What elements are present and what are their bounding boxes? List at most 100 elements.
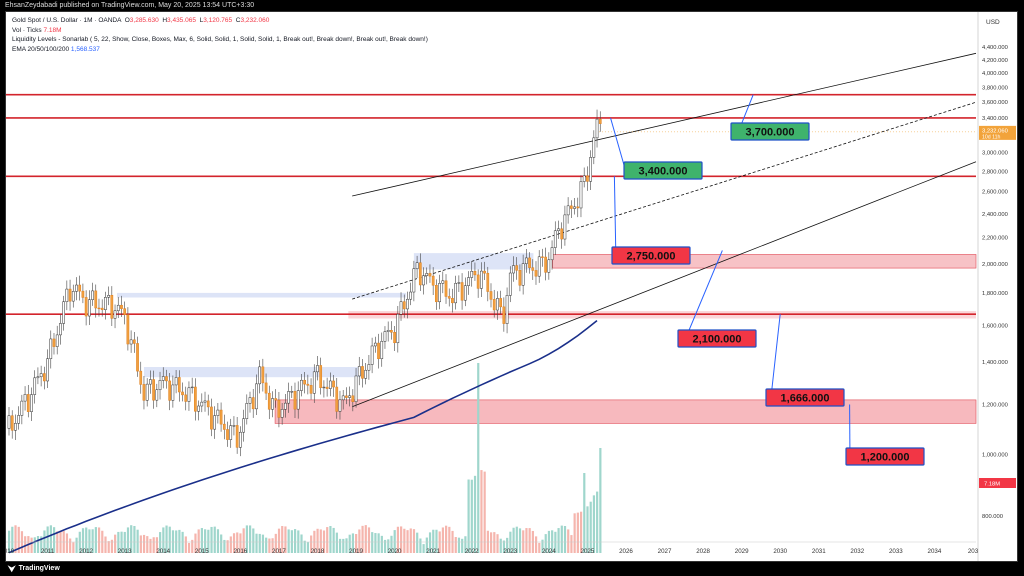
- volume-bar: [310, 535, 313, 553]
- candle: [242, 409, 245, 442]
- volume-bar: [351, 533, 355, 553]
- candle-body: [463, 285, 467, 301]
- volume-bar: [432, 529, 435, 553]
- candle: [569, 200, 573, 219]
- candle: [87, 290, 91, 326]
- callout-1200[interactable]: 1,200.000: [845, 404, 925, 466]
- current-price-tag[interactable]: [979, 125, 1016, 140]
- volume-bar: [422, 544, 425, 553]
- candle: [20, 394, 24, 425]
- legend-volume-row[interactable]: Vol · Ticks 7.18M: [12, 26, 62, 34]
- price-tick-label: 2,200.000: [982, 236, 1008, 242]
- volume-bar: [287, 529, 290, 553]
- volume-bar: [409, 528, 412, 553]
- volume-bar: [249, 525, 252, 553]
- callout-box: [845, 447, 925, 466]
- candle-body: [17, 415, 20, 424]
- candle: [290, 385, 294, 398]
- candle-body: [592, 137, 596, 158]
- candle-body: [480, 270, 483, 289]
- candle-body: [415, 262, 419, 269]
- candle-body: [222, 423, 226, 430]
- callout-label: 2,100.000: [693, 334, 742, 346]
- candle: [197, 400, 200, 421]
- candle-body: [598, 118, 602, 124]
- candle-body: [553, 230, 557, 248]
- volume-bar: [117, 531, 120, 553]
- candle: [579, 175, 583, 218]
- chart-pane[interactable]: Gold Spot / U.S. Dollar · 1M · OANDA O3,…: [5, 11, 1018, 562]
- price-tick-label: 2,600.000: [982, 190, 1008, 196]
- candle-body: [296, 390, 300, 410]
- channel-mid-line[interactable]: [352, 101, 977, 300]
- candle-body: [563, 214, 567, 240]
- time-tick-label: 2034: [928, 548, 942, 555]
- candle: [33, 370, 37, 404]
- time-tick-label: 2019: [349, 548, 363, 555]
- candle: [287, 382, 290, 413]
- candle: [300, 373, 303, 397]
- candle: [309, 378, 313, 400]
- time-tick-label: 2016: [233, 548, 247, 555]
- candle-body: [91, 290, 94, 300]
- candle-body: [171, 384, 175, 401]
- channel-upper-line[interactable]: [352, 52, 977, 197]
- candle: [489, 283, 493, 308]
- candle: [328, 372, 332, 397]
- callout-2100[interactable]: 2,100.000: [677, 250, 757, 348]
- callout-1666[interactable]: 1,666.000: [765, 314, 845, 407]
- tradingview-logo[interactable]: ⮟ TradingView: [8, 562, 60, 576]
- volume-bar: [428, 532, 432, 553]
- candle: [68, 279, 72, 311]
- legend-symbol-row[interactable]: Gold Spot / U.S. Dollar · 1M · OANDA O3,…: [12, 16, 428, 26]
- ema-200-line[interactable]: [8, 319, 598, 554]
- time-tick-label: 2017: [272, 548, 286, 555]
- candle: [271, 391, 274, 418]
- legend-ema-row[interactable]: EMA 20/50/100/200 1,568.537: [12, 45, 100, 53]
- current-price-label: 3,232.060: [982, 128, 1008, 134]
- symbol-title[interactable]: Gold Spot / U.S. Dollar · 1M · OANDA: [12, 17, 122, 24]
- liquidity-box-2050: [413, 253, 534, 270]
- callout-3700[interactable]: 3,700.000: [730, 94, 810, 141]
- publisher-line: EhsanZeydabadi published on TradingView.…: [0, 0, 1024, 11]
- ohlc-low: L3,120.765: [199, 17, 233, 24]
- candle-body: [100, 307, 104, 310]
- callout-2750[interactable]: 2,750.000: [611, 176, 691, 265]
- candle-body: [537, 256, 541, 277]
- candle: [454, 275, 458, 310]
- candle: [52, 333, 56, 355]
- candle: [534, 261, 538, 285]
- volume-bar: [493, 532, 496, 553]
- candle: [283, 393, 287, 418]
- price-chart[interactable]: 3,700.000 3,400.000 2,750.000 2,100.000 1,66…: [6, 12, 1017, 561]
- volume-bar: [300, 534, 303, 553]
- callout-label: 2,750.000: [627, 251, 676, 263]
- candle-body: [20, 400, 24, 416]
- candle: [39, 365, 43, 387]
- candle-body: [14, 423, 17, 431]
- candle-body: [312, 371, 316, 394]
- candle-body: [104, 297, 107, 310]
- candle-body: [566, 205, 570, 216]
- volume-bar: [268, 538, 271, 553]
- volume-tag[interactable]: [979, 478, 1016, 488]
- candle-body: [165, 376, 168, 382]
- volume-bar: [518, 528, 522, 553]
- volume-bar: [200, 528, 203, 553]
- price-axis[interactable]: [978, 12, 1017, 561]
- candle-body: [544, 256, 547, 273]
- volume-bar: [75, 537, 78, 553]
- channel-lower-line[interactable]: [352, 161, 977, 408]
- candle-body: [184, 394, 188, 402]
- legend-indicator-row[interactable]: Liquidity Levels - Sonarlab ( 5, 22, Sho…: [12, 36, 428, 43]
- candle: [120, 295, 123, 317]
- candle-body: [338, 399, 342, 412]
- candle: [213, 406, 217, 439]
- callout-3400[interactable]: 3,400.000: [610, 117, 703, 180]
- candle: [425, 267, 429, 285]
- candle: [415, 255, 419, 278]
- callout-box: [623, 161, 703, 180]
- candle-body: [390, 330, 393, 333]
- candle: [155, 383, 159, 408]
- candle: [264, 373, 268, 401]
